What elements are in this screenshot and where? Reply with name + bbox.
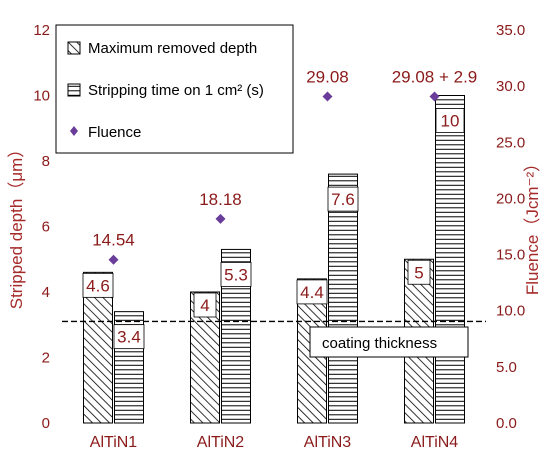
legend-label-removed-depth: Maximum removed depth <box>88 40 257 57</box>
data-label-box <box>435 108 465 133</box>
fluence-marker <box>215 213 226 224</box>
y-tick-label-right: 25.0 <box>496 134 525 151</box>
legend-swatch-removed-depth <box>67 41 81 55</box>
data-label-stripping-time: 3.4 <box>117 328 141 347</box>
data-label-removed-depth: 4.4 <box>300 283 324 302</box>
y-tick-label-left: 12 <box>33 22 50 39</box>
fluence-value-label: 18.18 <box>199 190 242 209</box>
data-label-box <box>296 279 328 305</box>
x-tick-label: AlTiN4 <box>411 434 459 451</box>
coating-thickness-box <box>309 326 469 358</box>
data-label-removed-depth: 5 <box>414 263 423 282</box>
legend-swatch-fluence <box>70 126 78 136</box>
bar-stripping-time <box>435 95 465 424</box>
fluence-value-label: 29.08 + 2.9 <box>392 67 478 86</box>
data-label-box <box>327 186 359 212</box>
y-tick-label-right: 20.0 <box>496 190 525 207</box>
legend-label-fluence: Fluence <box>88 124 141 141</box>
fluence-value-label: 29.08 <box>306 67 349 86</box>
data-label-box <box>193 292 217 318</box>
data-label-removed-depth: 4 <box>200 296 209 315</box>
data-label-box <box>113 324 145 350</box>
y-tick-label-right: 30.0 <box>496 78 525 95</box>
legend-swatch-stripping-time <box>67 83 81 97</box>
y-tick-label-left: 4 <box>42 284 50 301</box>
data-label-box <box>407 259 431 285</box>
x-tick-label: AlTiN2 <box>197 434 245 451</box>
y-tick-label-right: 15.0 <box>496 247 525 264</box>
data-label-box <box>82 272 114 298</box>
legend-label-stripping-time: Stripping time on 1 cm² (s) <box>88 82 264 99</box>
y-tick-label-right: 10.0 <box>496 303 525 320</box>
x-tick-label: AlTiN3 <box>304 434 352 451</box>
y-tick-label-left: 2 <box>42 350 50 367</box>
data-label-stripping-time: 7.6 <box>331 190 355 209</box>
x-tick-label: AlTiN1 <box>90 434 138 451</box>
y-tick-label-left: 10 <box>33 88 50 105</box>
y-tick-label-right: 35.0 <box>496 22 525 39</box>
y-tick-label-right: 0.0 <box>496 415 517 432</box>
data-label-removed-depth: 4.6 <box>86 276 110 295</box>
y-axis-title-left: Stripped depth（μm） <box>7 141 26 310</box>
data-label-box <box>220 262 252 287</box>
data-label-stripping-time: 5.3 <box>224 265 248 284</box>
fluence-marker <box>429 91 440 102</box>
data-label-stripping-time: 10 <box>441 112 460 131</box>
fluence-marker <box>322 91 333 102</box>
legend: Maximum removed depth Stripping time on … <box>55 24 294 154</box>
bar-stripping-time <box>328 173 358 424</box>
fluence-value-label: 14.54 <box>92 231 135 250</box>
y-tick-label-left: 6 <box>42 219 50 236</box>
y-tick-label-right: 5.0 <box>496 359 517 376</box>
y-axis-title-right: Fluence（Jcm⁻²） <box>523 155 542 295</box>
legend-box <box>55 24 294 154</box>
y-tick-label-left: 0 <box>42 415 50 432</box>
fluence-marker <box>108 254 119 265</box>
y-tick-label-left: 8 <box>42 153 50 170</box>
coating-thickness-label: coating thickness <box>322 335 437 352</box>
